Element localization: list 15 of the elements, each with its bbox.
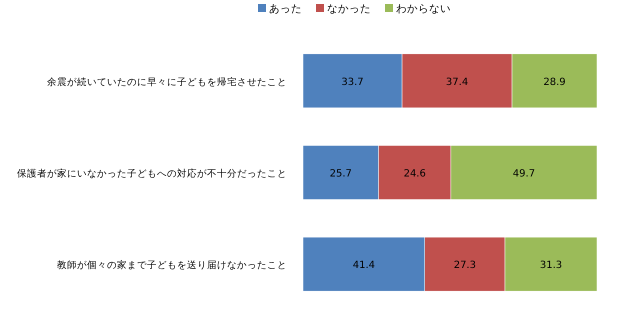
data-label: 37.4 — [446, 76, 468, 88]
legend-label: あった — [269, 3, 302, 15]
data-label: 25.7 — [330, 168, 352, 180]
legend-label: わからない — [396, 3, 451, 15]
data-label: 31.3 — [540, 260, 562, 272]
y-tick-label: 教師が個々の家まで子どもを送り届けなかったこと — [57, 259, 287, 272]
data-label: 33.7 — [341, 76, 364, 88]
y-tick-label: 保護者が家にいなかった子どもへの対応が不十分だったこと — [17, 168, 287, 180]
data-label: 24.6 — [404, 168, 426, 180]
data-label: 49.7 — [512, 168, 536, 180]
data-label: 27.3 — [454, 260, 476, 272]
legend-label: なかった — [327, 3, 371, 15]
data-label: 28.9 — [543, 76, 566, 88]
y-tick-label: 余震が続いていたのに早々に子どもを帰宅させたこと — [47, 76, 287, 88]
data-label: 41.4 — [352, 260, 375, 272]
